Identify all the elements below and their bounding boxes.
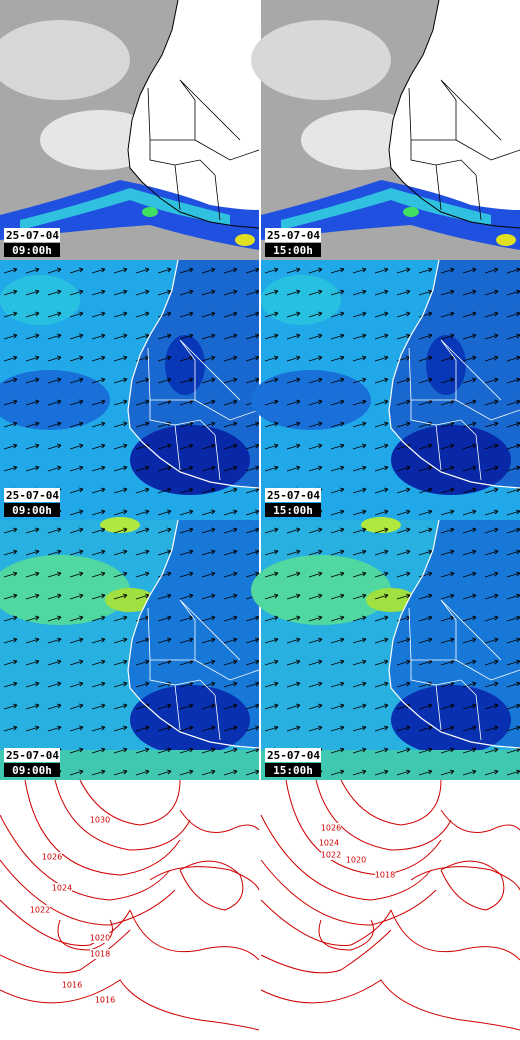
date-box [265,228,321,242]
date-label: 25-07-04 [6,749,59,762]
isobar-label-bg [62,980,82,990]
time-box [4,243,60,257]
date-box [4,228,60,242]
date-label: 25-07-04 [6,489,59,502]
date-box [4,748,60,762]
isobar-label: 1016 [95,996,115,1005]
date-label: 25-07-04 [267,489,320,502]
date-label: 25-07-04 [267,229,320,242]
date-label: 25-07-04 [6,229,59,242]
isobar-label-bg [42,852,62,862]
time-label: 09:00h [12,244,52,257]
isobar-label-bg [319,838,339,848]
isobar-label: 1020 [346,856,366,865]
isobar-label-bg [90,933,110,943]
isobar-label: 1018 [90,950,110,959]
isobar-label: 1030 [90,816,110,825]
isobar-label: 1020 [90,934,110,943]
isobar-label: 1024 [52,884,72,893]
time-box [265,763,321,777]
isobar-label: 1024 [319,839,339,848]
isobar-label-bg [95,995,115,1005]
isobar-label-bg [90,815,110,825]
time-box [265,243,321,257]
time-box [4,763,60,777]
time-label: 09:00h [12,504,52,517]
isobar-label-bg [375,870,395,880]
isobar-label-bg [321,850,341,860]
time-box [4,503,60,517]
isobar-label: 1022 [321,851,341,860]
isobar-label-bg [30,905,50,915]
isobar-label: 1022 [30,906,50,915]
isobar-label: 1026 [321,824,341,833]
date-box [4,488,60,502]
isobar-label: 1026 [42,853,62,862]
isobar-label-bg [52,883,72,893]
time-label: 15:00h [273,244,313,257]
time-label: 09:00h [12,764,52,777]
isobar-label: 1016 [62,981,82,990]
time-label: 15:00h [273,504,313,517]
date-box [265,748,321,762]
time-box [265,503,321,517]
date-box [265,488,321,502]
time-label: 15:00h [273,764,313,777]
isobar-label: 1018 [375,871,395,880]
isobar-label-bg [321,823,341,833]
labels: 25-07-04 09:00h 25-07-04 15:00h 25-07-04 09:0… [4,228,395,1005]
isobar-label-bg [346,855,366,865]
date-label: 25-07-04 [267,749,320,762]
isobar-label-bg [90,949,110,959]
